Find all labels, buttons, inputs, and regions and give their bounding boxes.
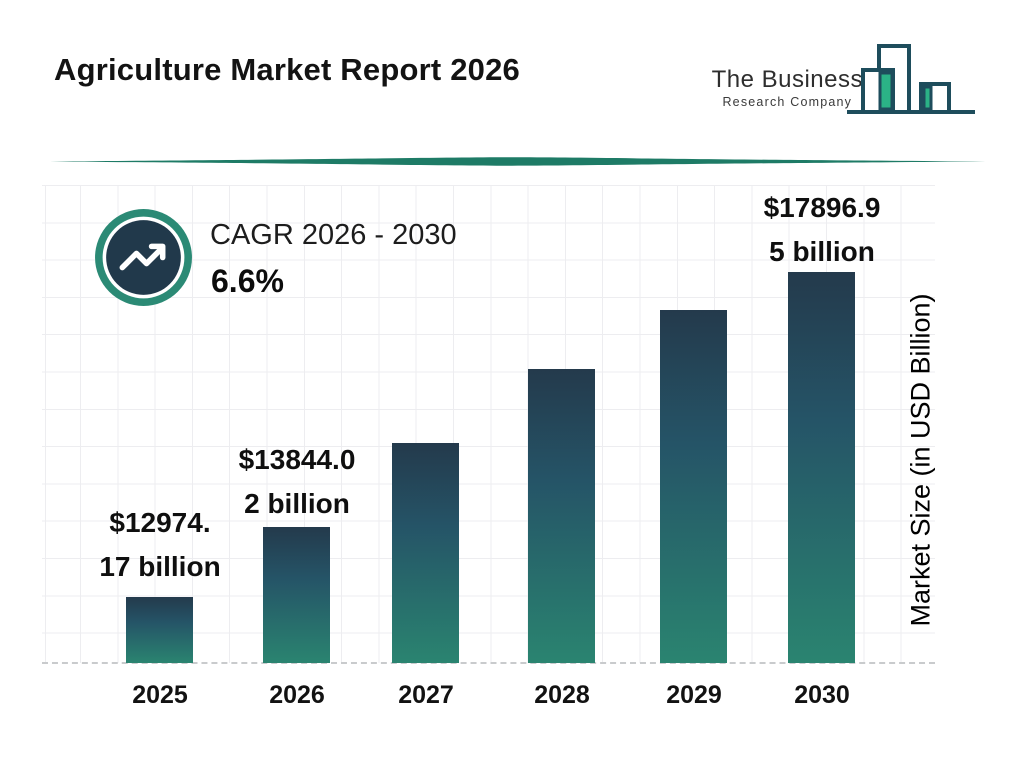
logo-text: The Business Research Company: [712, 66, 863, 109]
value-label-line: $12974.: [109, 507, 211, 538]
bar-2029: [660, 310, 727, 663]
value-label-2025: $12974. 17 billion: [99, 501, 220, 589]
bar-chart-skyline-icon: [847, 44, 975, 114]
value-label-line: $13844.0: [238, 444, 356, 475]
y-axis-label: Market Size (in USD Billion): [905, 293, 936, 627]
company-logo: The Business Research Company: [712, 38, 985, 128]
x-tick-2026: 2026: [269, 681, 325, 709]
x-tick-2027: 2027: [398, 681, 454, 709]
bar-2026: [263, 527, 330, 663]
bar-2030: [788, 272, 855, 663]
x-tick-2029: 2029: [666, 681, 722, 709]
value-label-line: $17896.9: [763, 192, 881, 223]
value-label-line: 17 billion: [99, 551, 221, 582]
logo-text-secondary: Research Company: [722, 95, 853, 109]
x-axis-baseline: [42, 662, 935, 664]
page-title: Agriculture Market Report 2026: [54, 52, 520, 87]
x-tick-2028: 2028: [534, 681, 590, 709]
value-label-2026: $13844.0 2 billion: [239, 438, 356, 526]
value-label-line: 2 billion: [244, 488, 350, 519]
trending-up-icon: [95, 209, 192, 306]
cagr-label: CAGR 2026 - 2030: [210, 219, 457, 251]
section-divider: [38, 157, 986, 166]
logo-text-primary: The Business: [711, 66, 863, 93]
bar-2028: [528, 369, 595, 663]
value-label-2030: $17896.9 5 billion: [764, 186, 881, 274]
x-tick-2030: 2030: [794, 681, 850, 709]
bar-2025: [126, 597, 193, 663]
value-label-line: 5 billion: [769, 236, 875, 267]
cagr-value: 6.6%: [211, 263, 284, 299]
bar-2027: [392, 443, 459, 663]
x-tick-2025: 2025: [132, 681, 188, 709]
